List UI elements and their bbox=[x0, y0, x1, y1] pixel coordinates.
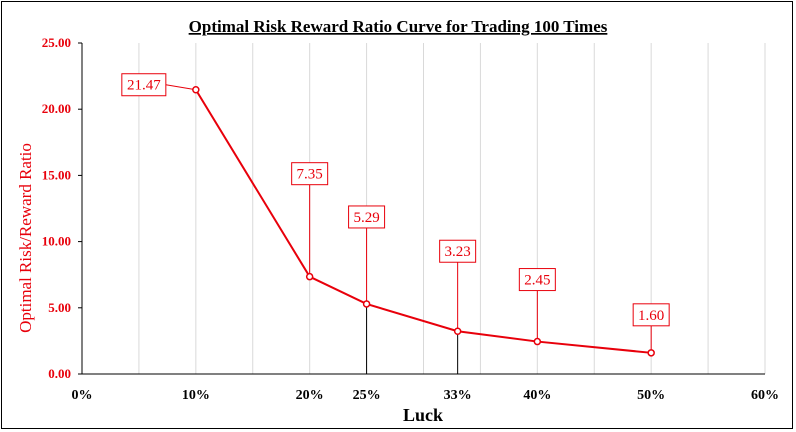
y-tick-label: 25.00 bbox=[42, 35, 71, 50]
data-label: 21.47 bbox=[127, 78, 161, 94]
data-label-box bbox=[632, 303, 670, 327]
x-tick-label: 0% bbox=[72, 388, 93, 403]
data-label-box bbox=[348, 205, 386, 229]
data-label-box bbox=[518, 268, 556, 292]
data-point bbox=[362, 300, 371, 308]
y-tick-label: 20.00 bbox=[42, 101, 71, 116]
y-tick-label: 5.00 bbox=[48, 300, 71, 315]
x-tick-label: 60% bbox=[751, 388, 779, 403]
chart-title: Optimal Risk Reward Ratio Curve for Trad… bbox=[189, 17, 608, 36]
x-axis-label: Luck bbox=[403, 405, 443, 425]
data-label: 5.29 bbox=[353, 210, 379, 226]
data-point bbox=[533, 337, 542, 346]
data-point bbox=[453, 327, 462, 335]
y-axis-label: Optimal Risk/Reward Ratio bbox=[16, 143, 35, 333]
leader-line bbox=[165, 84, 196, 91]
x-tick-label: 25% bbox=[353, 388, 381, 403]
data-label-group: 21.47 7.35 5.29 3.23 2.45 1.60 bbox=[121, 73, 670, 357]
y-tick-labels: 0.00 5.00 10.00 15.00 20.00 25.00 bbox=[42, 35, 82, 381]
x-tick-label: 40% bbox=[523, 388, 551, 403]
data-label: 1.60 bbox=[638, 308, 664, 324]
series-line-group bbox=[194, 89, 652, 354]
x-tick-label: 50% bbox=[637, 388, 665, 403]
x-tick-label: 20% bbox=[296, 388, 324, 403]
data-label: 7.35 bbox=[297, 167, 323, 183]
data-label-box bbox=[439, 239, 477, 263]
x-tick-label: 33% bbox=[444, 388, 472, 403]
label-leaders bbox=[165, 84, 652, 374]
data-label-box bbox=[121, 73, 167, 97]
y-tick-label: 15.00 bbox=[42, 167, 71, 182]
x-tick-labels: 0% 10% 20% 25% 33% 40% 50% 60% bbox=[72, 388, 780, 403]
data-point bbox=[305, 272, 314, 281]
data-label: 2.45 bbox=[524, 273, 550, 289]
data-point bbox=[647, 349, 655, 357]
series-line bbox=[194, 89, 652, 354]
y-tick-label: 10.00 bbox=[42, 234, 71, 249]
data-label: 3.23 bbox=[445, 244, 471, 260]
y-tick-label: 0.00 bbox=[48, 366, 71, 381]
data-point bbox=[192, 85, 200, 94]
data-label-box bbox=[291, 162, 329, 186]
x-tick-label: 10% bbox=[182, 388, 210, 403]
grid-lines bbox=[82, 43, 766, 375]
